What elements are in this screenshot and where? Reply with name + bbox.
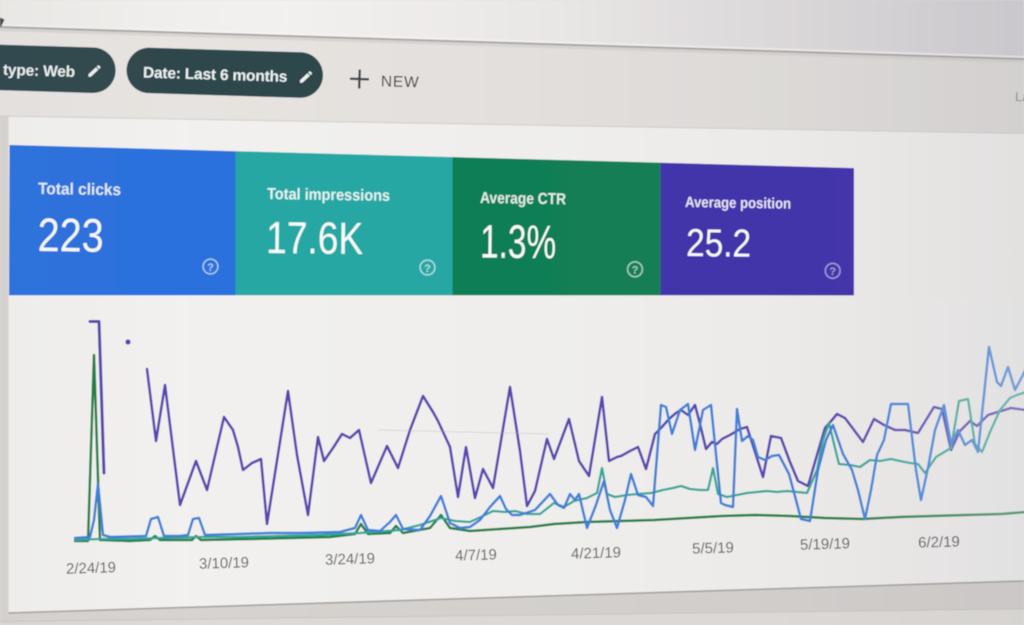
svg-text:3/10/19: 3/10/19 [199, 554, 250, 572]
svg-text:6/2/19: 6/2/19 [918, 533, 960, 551]
svg-text:4/7/19: 4/7/19 [455, 546, 497, 564]
svg-text:4/21/19: 4/21/19 [571, 544, 622, 562]
svg-text:2/24/19: 2/24/19 [66, 559, 117, 577]
svg-text:3/24/19: 3/24/19 [325, 550, 376, 568]
svg-text:5/5/19: 5/5/19 [692, 539, 734, 557]
svg-text:5/19/19: 5/19/19 [800, 535, 851, 553]
